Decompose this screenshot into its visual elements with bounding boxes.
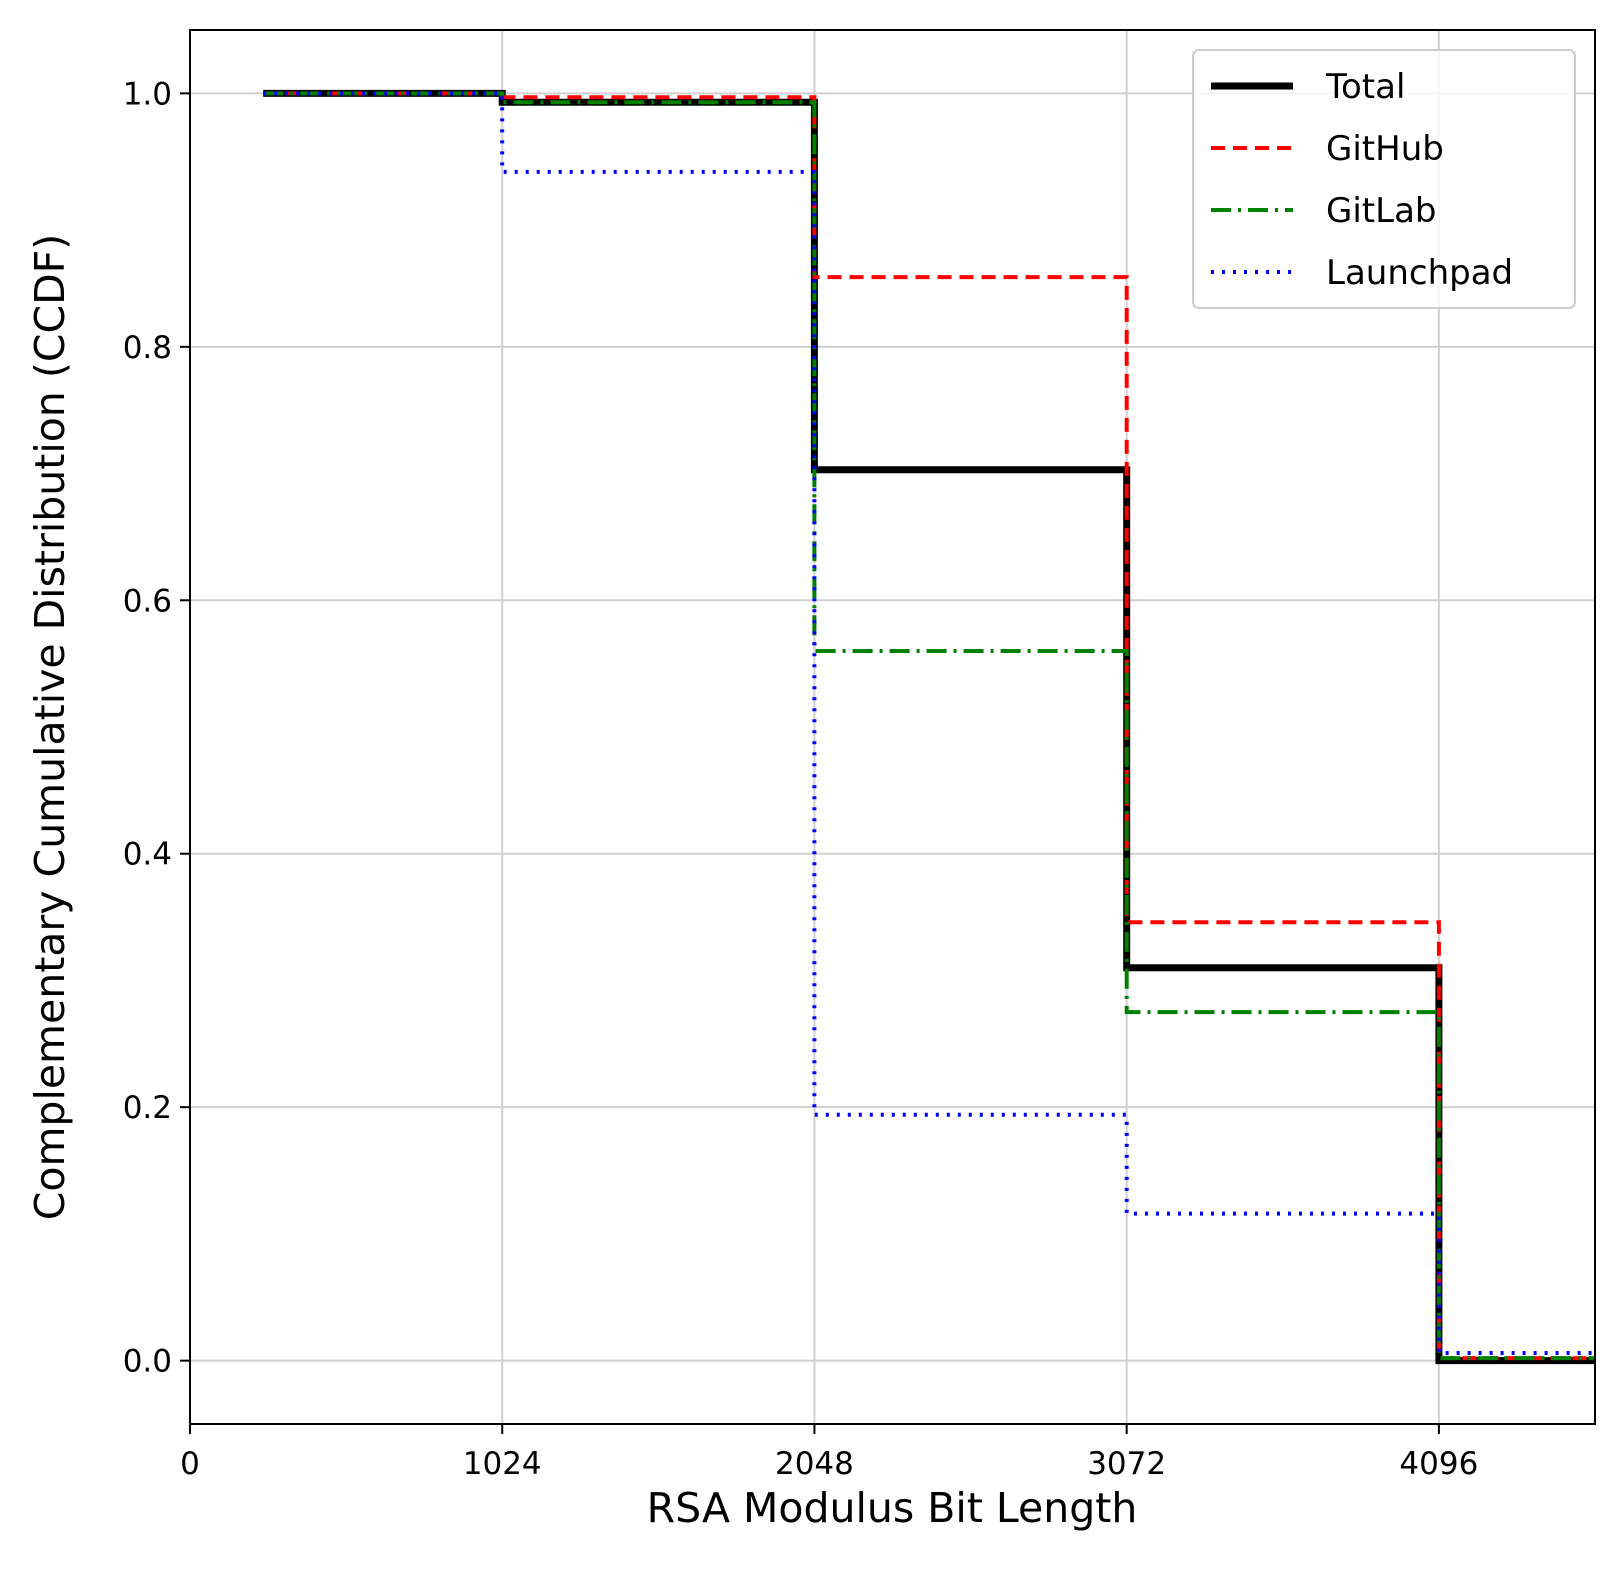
plot-area [263, 89, 1595, 1365]
legend-label-total: Total [1325, 67, 1405, 107]
x-axis-label: RSA Modulus Bit Length [647, 1484, 1138, 1532]
series-group [263, 89, 1595, 1365]
x-tick-label: 0 [180, 1446, 200, 1482]
y-tick-label: 0.4 [123, 837, 172, 873]
x-tick-label: 3072 [1087, 1446, 1166, 1482]
legend-label-gitlab: GitLab [1326, 191, 1436, 231]
series-line-gitlab [263, 91, 1595, 1361]
x-tick-label: 2048 [775, 1446, 854, 1482]
y-tick-label: 0.2 [123, 1090, 172, 1126]
y-axis-ticks: 0.0 0.2 0.4 0.6 0.8 1.0 [123, 76, 190, 1380]
legend-label-github: GitHub [1326, 129, 1444, 169]
legend-label-launchpad: Launchpad [1326, 253, 1513, 293]
legend: Total GitHub GitLab Launchpad [1192, 49, 1576, 309]
y-tick-label: 0.8 [123, 330, 172, 366]
legend-box [1192, 49, 1576, 309]
x-tick-label: 4096 [1399, 1446, 1478, 1482]
x-axis-ticks: 0 1024 2048 3072 4096 [180, 1424, 1478, 1482]
x-tick-label: 1024 [463, 1446, 542, 1482]
y-tick-label: 0.0 [123, 1344, 172, 1380]
y-axis-label: Complementary Cumulative Distribution (C… [26, 234, 74, 1220]
series-line-launchpad [263, 91, 1595, 1355]
y-tick-label: 1.0 [123, 76, 172, 112]
y-tick-label: 0.6 [123, 583, 172, 619]
axes-frame [189, 29, 1596, 1425]
